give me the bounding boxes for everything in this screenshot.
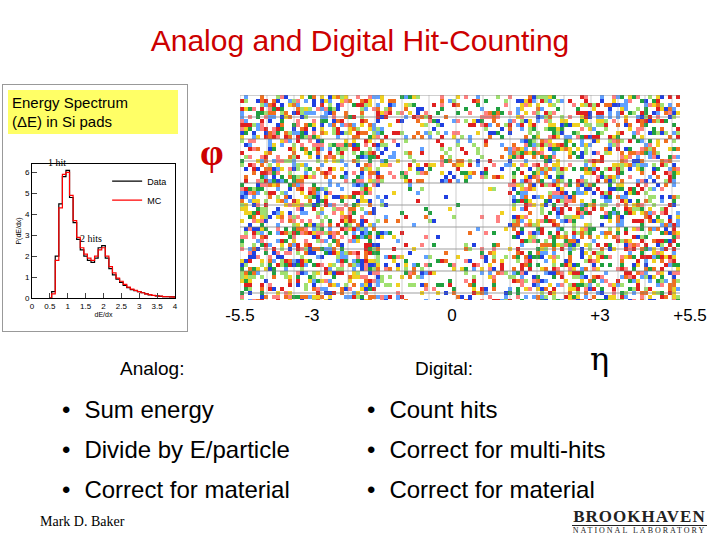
html-text:0: 0 [447,306,457,325]
html-text:Digital:: Digital: [415,358,474,379]
html-text:+5.5: +5.5 [673,306,707,325]
html-text:+3: +3 [590,306,610,325]
svg-text:MC: MC [147,196,161,206]
svg-text:2.5: 2.5 [116,302,128,311]
svg-text:4: 4 [25,210,30,219]
svg-text:0: 0 [30,302,35,311]
svg-text:1: 1 [25,273,30,282]
svg-text:Data: Data [147,177,166,187]
svg-text:dE/dx: dE/dx [95,311,113,318]
svg-text:6: 6 [25,168,30,177]
svg-text:3.5: 3.5 [152,302,164,311]
svg-text:1 hit: 1 hit [48,157,66,168]
html-text:NATIONAL LABORATORY: NATIONAL LABORATORY [572,526,707,535]
svg-text:P(dE/dx): P(dE/dx) [15,217,23,244]
svg-text:1: 1 [66,302,71,311]
html-text:η: η [590,340,610,378]
svg-text:4: 4 [173,302,178,311]
html-text:Energy Spectrum: Energy Spectrum [12,94,128,111]
html-text:Divide by E/particle: Divide by E/particle [84,436,290,463]
svg-text:2: 2 [25,252,30,261]
html-text:φ: φ [200,131,224,173]
html-text:Correct for material: Correct for material [389,476,595,503]
svg-text:0.5: 0.5 [44,302,56,311]
svg-text:3: 3 [25,231,30,240]
html-text:-3: -3 [304,306,320,325]
html-text:-5.5: -5.5 [225,306,255,325]
svg-text:0: 0 [25,294,30,303]
html-text:Correct for material: Correct for material [84,476,290,503]
html-text:Count hits: Count hits [389,396,498,423]
html-text:Mark D. Baker: Mark D. Baker [40,514,125,529]
svg-text:3: 3 [137,302,142,311]
svg-text:2 hits: 2 hits [80,233,102,244]
html-text:Analog and Digital Hit-Countin: Analog and Digital Hit-Counting [150,24,570,57]
svg-text:2: 2 [101,302,106,311]
svg-text:5: 5 [25,189,30,198]
html-text:Sum energy: Sum energy [84,396,214,423]
html-text:Correct for multi-hits: Correct for multi-hits [389,436,606,463]
html-text:(ΔE) in Si pads: (ΔE) in Si pads [12,113,113,130]
html-text:Analog:: Analog: [120,358,185,379]
svg-text:1.5: 1.5 [80,302,92,311]
html-text:BROOKHAVEN: BROOKHAVEN [573,507,706,526]
